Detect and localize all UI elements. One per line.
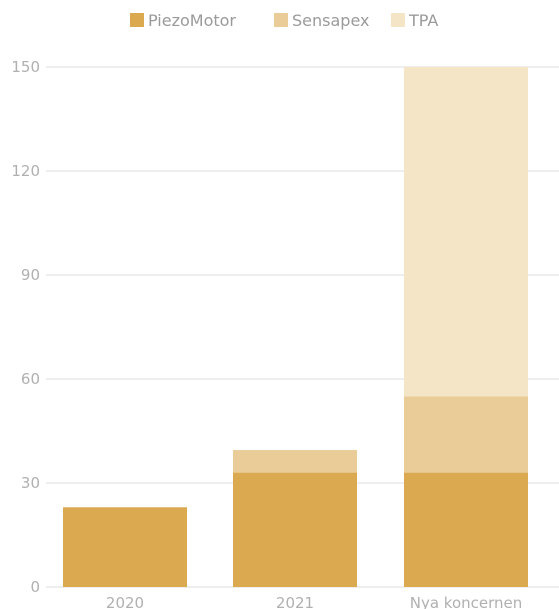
bar-2-series-2 — [233, 450, 357, 473]
legend-label-3: TPA — [408, 11, 438, 30]
y-tick-label-90: 90 — [21, 266, 40, 284]
x-tick-label-2: 2021 — [276, 594, 314, 609]
y-axis-tick-labels: 0 30 60 90 120 150 — [11, 58, 40, 596]
y-tick-label-150: 150 — [11, 58, 40, 76]
legend-label-2: Sensapex — [292, 11, 369, 30]
legend-swatch-2 — [274, 13, 288, 27]
legend-label-1: PiezoMotor — [148, 11, 236, 30]
legend-swatch-3 — [391, 13, 405, 27]
legend-swatch-1 — [130, 13, 144, 27]
y-tick-label-0: 0 — [30, 578, 40, 596]
bars — [63, 67, 528, 587]
bar-2-series-1 — [233, 472, 357, 587]
x-tick-label-1: 2020 — [106, 594, 144, 609]
legend: PiezoMotor Sensapex TPA — [130, 11, 438, 30]
bar-1-series-1 — [63, 507, 187, 587]
y-tick-label-120: 120 — [11, 162, 40, 180]
bar-3-series-1 — [404, 472, 528, 587]
bar-3-series-2 — [404, 396, 528, 473]
y-tick-label-60: 60 — [21, 370, 40, 388]
x-axis-tick-labels: 2020 2021 Nya koncernen — [106, 594, 522, 609]
y-tick-label-30: 30 — [21, 474, 40, 492]
x-tick-label-3: Nya koncernen — [410, 594, 523, 609]
bar-3-series-3 — [404, 67, 528, 397]
